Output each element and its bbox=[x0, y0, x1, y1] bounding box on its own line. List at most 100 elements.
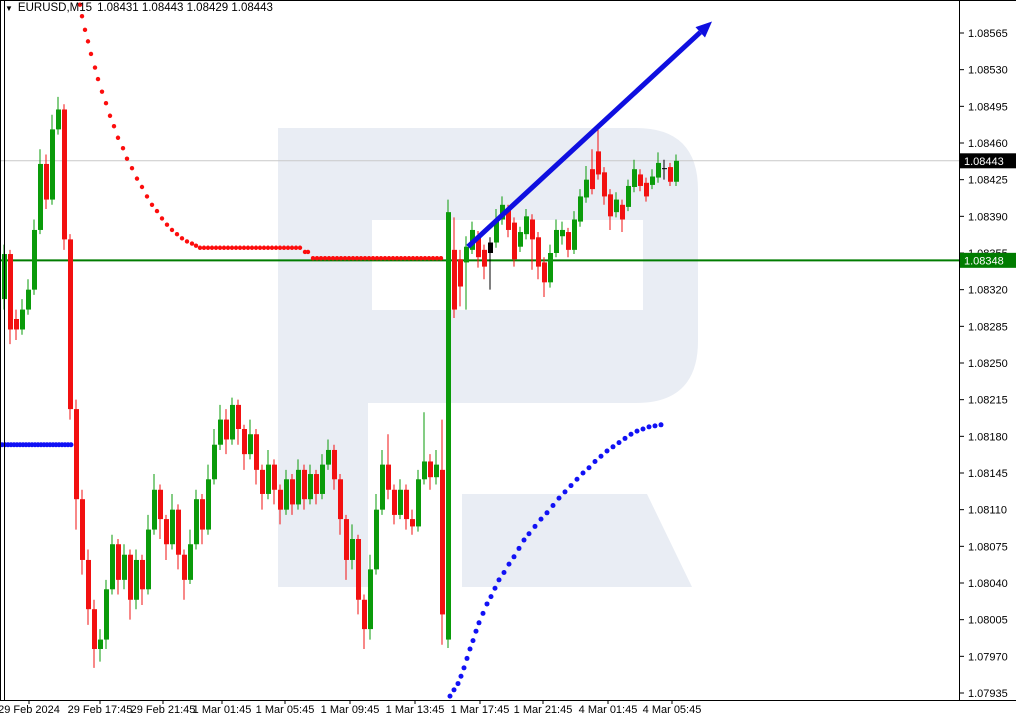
candle-body bbox=[332, 449, 337, 480]
candle-body bbox=[380, 464, 385, 510]
sar-dot bbox=[592, 458, 598, 464]
sar-dot bbox=[382, 256, 388, 261]
sar-dot bbox=[580, 470, 586, 476]
symbol-dropdown-icon[interactable]: ▼ bbox=[5, 4, 13, 13]
sar-dot bbox=[458, 673, 464, 679]
candle-body bbox=[596, 151, 601, 175]
candle-body bbox=[92, 609, 97, 649]
candle-body bbox=[650, 176, 655, 185]
candle-body bbox=[68, 239, 73, 410]
price-label: 1.08180 bbox=[968, 431, 1008, 443]
candle-body bbox=[62, 109, 67, 240]
sar-dot bbox=[496, 577, 502, 583]
time-label: 1 Mar 01:45 bbox=[193, 704, 252, 715]
candle-body bbox=[308, 474, 313, 500]
sar-dot bbox=[318, 256, 324, 261]
candle-body bbox=[182, 554, 187, 580]
candle-body bbox=[32, 229, 37, 290]
candle-body bbox=[434, 464, 439, 478]
price-label: 1.08495 bbox=[968, 101, 1008, 113]
candle-body bbox=[488, 242, 493, 253]
candle-body bbox=[626, 185, 631, 207]
time-label: 29 Feb 2024 bbox=[0, 704, 60, 715]
sar-dot bbox=[616, 440, 622, 446]
candle-body bbox=[410, 519, 415, 527]
sar-dot bbox=[652, 423, 658, 429]
candle-body bbox=[644, 182, 649, 197]
sar-dot bbox=[550, 502, 556, 508]
sar-dot bbox=[386, 256, 392, 261]
candle-body bbox=[296, 469, 301, 505]
candle-body bbox=[86, 559, 91, 610]
sar-dot bbox=[233, 245, 239, 250]
sar-dot bbox=[245, 245, 251, 250]
sar-dot bbox=[92, 65, 98, 70]
sar-dot bbox=[334, 256, 340, 261]
sar-dot bbox=[184, 239, 190, 244]
sar-dot bbox=[398, 256, 404, 261]
symbol-timeframe-label: EURUSD,M15 bbox=[17, 2, 93, 14]
time-label: 1 Mar 21:45 bbox=[514, 704, 573, 715]
price-label: 1.08460 bbox=[968, 138, 1008, 150]
candle-body bbox=[98, 639, 103, 649]
candle-body bbox=[638, 174, 643, 186]
candle-body bbox=[50, 129, 55, 200]
sar-dot bbox=[111, 124, 117, 129]
sar-dot bbox=[342, 256, 348, 261]
sar-dot bbox=[390, 256, 396, 261]
price-label: 1.08565 bbox=[968, 28, 1008, 40]
sar-dot bbox=[139, 184, 145, 190]
candle-body bbox=[560, 229, 565, 237]
line-price-tag: 1.08348 bbox=[960, 252, 1016, 268]
candle-body bbox=[632, 169, 637, 187]
sar-dot bbox=[455, 681, 461, 687]
sar-dot bbox=[261, 245, 267, 250]
candle-body bbox=[530, 219, 535, 240]
candle-body bbox=[122, 554, 127, 580]
candle-body bbox=[674, 160, 679, 182]
time-label: 1 Mar 13:45 bbox=[386, 704, 445, 715]
candle-body bbox=[248, 434, 253, 455]
candle-body bbox=[314, 474, 319, 494]
candle-body bbox=[512, 222, 517, 260]
sar-dot bbox=[658, 422, 664, 428]
trend-arrow bbox=[466, 21, 712, 249]
sar-dot bbox=[484, 601, 490, 607]
sar-dot bbox=[159, 216, 165, 221]
trend-arrow-head bbox=[695, 21, 712, 38]
sar-dot bbox=[249, 245, 255, 250]
sar-dot bbox=[144, 194, 150, 199]
price-label: 1.08530 bbox=[968, 65, 1008, 77]
sar-dot bbox=[293, 245, 299, 250]
time-label: 29 Feb 21:45 bbox=[131, 704, 196, 715]
sar-dot bbox=[265, 245, 271, 250]
sar-dot bbox=[501, 570, 507, 576]
candle-body bbox=[614, 199, 619, 213]
sar-dot bbox=[473, 628, 479, 634]
sar-dot bbox=[586, 465, 592, 471]
sar-dot bbox=[562, 489, 568, 495]
sar-dot bbox=[492, 585, 498, 591]
candle-body bbox=[578, 196, 583, 222]
candle-body bbox=[128, 554, 133, 600]
sar-dot bbox=[205, 245, 211, 250]
price-label: 1.08390 bbox=[968, 211, 1008, 223]
candle-body bbox=[200, 499, 205, 530]
sar-red-dots bbox=[77, 2, 444, 261]
candle-body bbox=[14, 319, 19, 330]
price-axis[interactable]: 1.08565 1.08530 1.08495 1.08460 1.08425 1.083… bbox=[960, 28, 1008, 700]
candle-body bbox=[134, 559, 139, 600]
sar-dot bbox=[370, 256, 376, 261]
sar-dot bbox=[79, 14, 85, 19]
sar-dot bbox=[521, 537, 527, 543]
candle-body bbox=[176, 509, 181, 555]
sar-dot bbox=[476, 620, 482, 626]
candle-body bbox=[80, 499, 85, 560]
price-label: 1.07935 bbox=[968, 688, 1008, 700]
sar-dot bbox=[241, 245, 247, 250]
candle-body bbox=[188, 544, 193, 580]
sar-dot bbox=[197, 245, 203, 250]
